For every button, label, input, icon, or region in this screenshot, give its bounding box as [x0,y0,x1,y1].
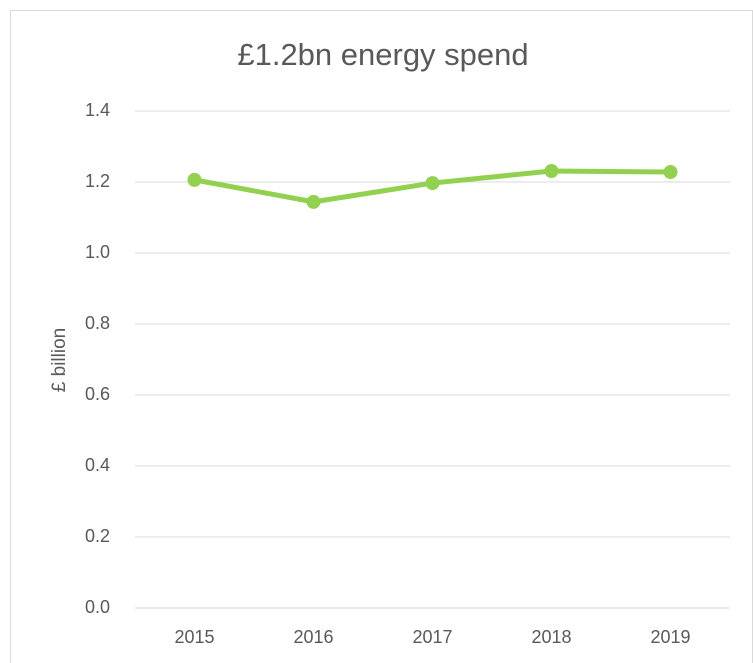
y-tick-label: 1.4 [85,100,110,120]
data-point [425,176,440,191]
y-tick-label: 1.2 [85,171,110,191]
chart-frame [10,10,753,663]
x-tick-label: 2018 [531,627,571,647]
y-tick-label: 0.2 [85,526,110,546]
y-axis-label: £ billion [49,328,70,392]
data-point [187,172,202,187]
chart-title: £1.2bn energy spend [237,37,528,72]
y-tick-label: 0.0 [85,597,110,617]
y-tick-label: 0.8 [85,313,110,333]
y-tick-label: 0.4 [85,455,110,475]
data-point [663,165,678,180]
y-tick-label: 0.6 [85,384,110,404]
x-tick-label: 2019 [650,627,690,647]
x-tick-label: 2016 [293,627,333,647]
x-tick-label: 2017 [412,627,452,647]
data-point [544,163,559,178]
x-tick-label: 2015 [174,627,214,647]
data-point [306,194,321,209]
y-tick-label: 1.0 [85,242,110,262]
